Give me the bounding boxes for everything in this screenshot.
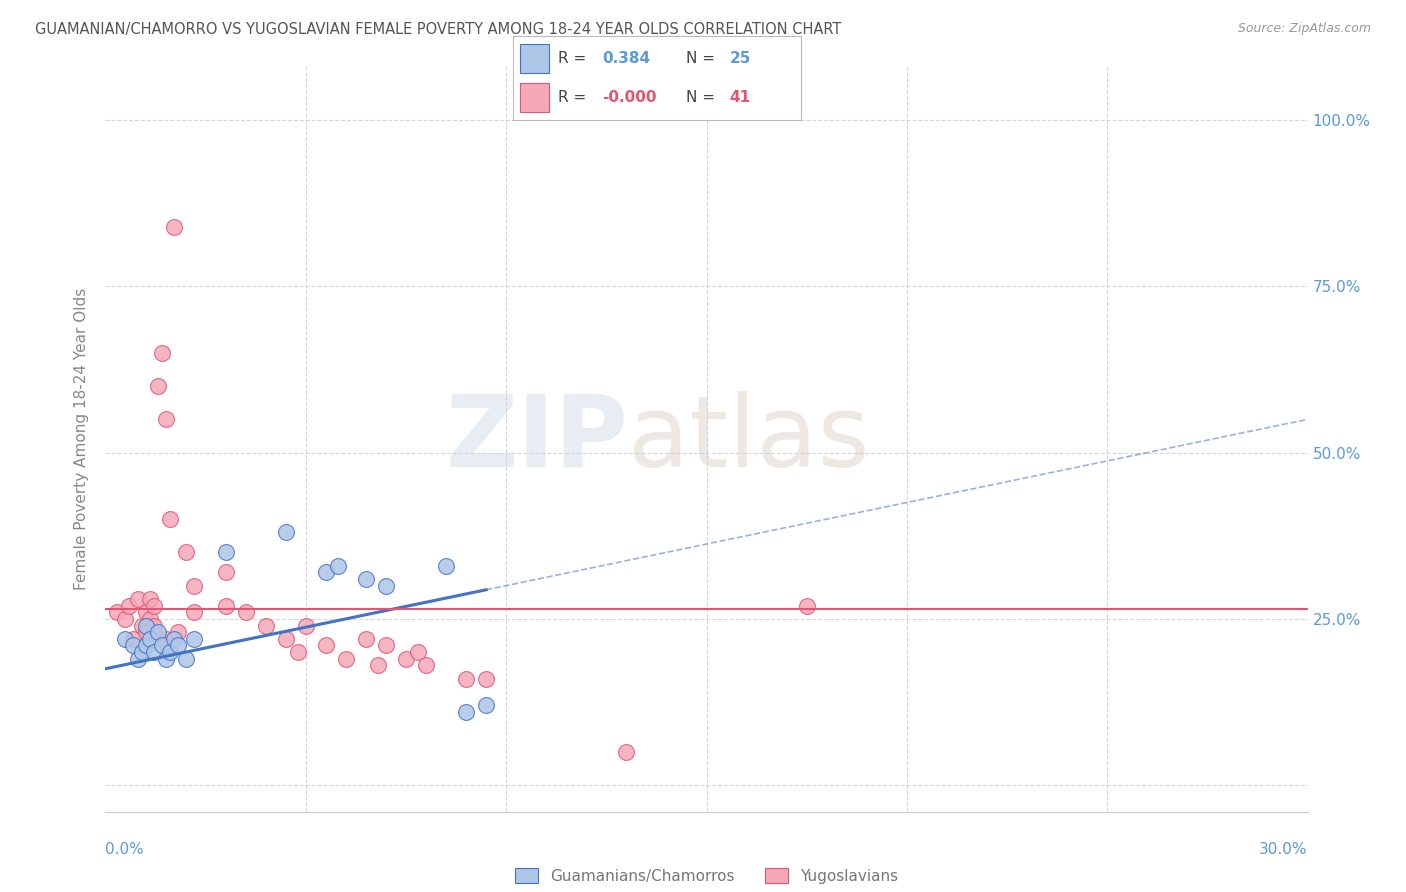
Point: [335, 652, 357, 666]
Point: [367, 658, 389, 673]
Point: [796, 599, 818, 613]
Point: [138, 632, 160, 646]
Text: Source: ZipAtlas.com: Source: ZipAtlas.com: [1237, 22, 1371, 36]
Y-axis label: Female Poverty Among 18-24 Year Olds: Female Poverty Among 18-24 Year Olds: [75, 288, 90, 591]
Text: 25: 25: [730, 51, 751, 66]
Point: [214, 566, 236, 580]
Legend: Guamanians/Chamorros, Yugoslavians: Guamanians/Chamorros, Yugoslavians: [509, 862, 904, 889]
Point: [395, 652, 418, 666]
Point: [354, 572, 377, 586]
Point: [150, 639, 173, 653]
Point: [166, 625, 188, 640]
Point: [174, 652, 197, 666]
Point: [127, 652, 149, 666]
Point: [406, 645, 429, 659]
Bar: [520, 44, 550, 73]
Point: [107, 605, 129, 619]
Point: [135, 625, 157, 640]
Point: [326, 558, 349, 573]
Text: ZIP: ZIP: [446, 391, 628, 488]
Point: [142, 645, 165, 659]
Point: [183, 632, 205, 646]
Point: [114, 612, 136, 626]
Point: [274, 525, 297, 540]
Text: GUAMANIAN/CHAMORRO VS YUGOSLAVIAN FEMALE POVERTY AMONG 18-24 YEAR OLDS CORRELATI: GUAMANIAN/CHAMORRO VS YUGOSLAVIAN FEMALE…: [35, 22, 842, 37]
Point: [162, 219, 184, 234]
Point: [183, 579, 205, 593]
Point: [131, 645, 153, 659]
Point: [454, 705, 477, 719]
Text: N =: N =: [686, 90, 716, 105]
Text: 41: 41: [730, 90, 751, 105]
Point: [235, 605, 257, 619]
Point: [415, 658, 437, 673]
Point: [214, 545, 236, 559]
Point: [475, 698, 498, 713]
Point: [454, 672, 477, 686]
Point: [183, 605, 205, 619]
Point: [374, 579, 398, 593]
Point: [616, 745, 638, 759]
Point: [122, 632, 145, 646]
Point: [135, 639, 157, 653]
Text: R =: R =: [558, 51, 586, 66]
Bar: [520, 83, 550, 112]
Point: [354, 632, 377, 646]
Text: atlas: atlas: [628, 391, 870, 488]
Point: [155, 412, 177, 426]
Point: [214, 599, 236, 613]
Point: [142, 618, 165, 632]
Point: [166, 639, 188, 653]
Point: [274, 632, 297, 646]
Point: [146, 625, 169, 640]
Point: [287, 645, 309, 659]
Text: R =: R =: [558, 90, 586, 105]
Point: [315, 566, 337, 580]
Point: [315, 639, 337, 653]
Point: [135, 618, 157, 632]
Point: [146, 379, 169, 393]
Point: [159, 645, 181, 659]
Point: [142, 599, 165, 613]
Point: [475, 672, 498, 686]
Point: [295, 618, 318, 632]
Text: 0.384: 0.384: [603, 51, 651, 66]
Point: [131, 618, 153, 632]
Point: [254, 618, 277, 632]
Point: [138, 612, 160, 626]
Text: 30.0%: 30.0%: [1260, 842, 1308, 856]
Point: [162, 632, 184, 646]
Point: [434, 558, 457, 573]
Point: [159, 512, 181, 526]
Point: [155, 632, 177, 646]
Point: [150, 346, 173, 360]
Point: [155, 652, 177, 666]
Point: [135, 605, 157, 619]
Point: [114, 632, 136, 646]
Text: 0.0%: 0.0%: [105, 842, 145, 856]
Point: [174, 545, 197, 559]
Point: [122, 639, 145, 653]
Point: [138, 591, 160, 606]
Point: [118, 599, 141, 613]
Point: [374, 639, 398, 653]
Text: N =: N =: [686, 51, 716, 66]
Point: [127, 591, 149, 606]
Text: -0.000: -0.000: [603, 90, 657, 105]
